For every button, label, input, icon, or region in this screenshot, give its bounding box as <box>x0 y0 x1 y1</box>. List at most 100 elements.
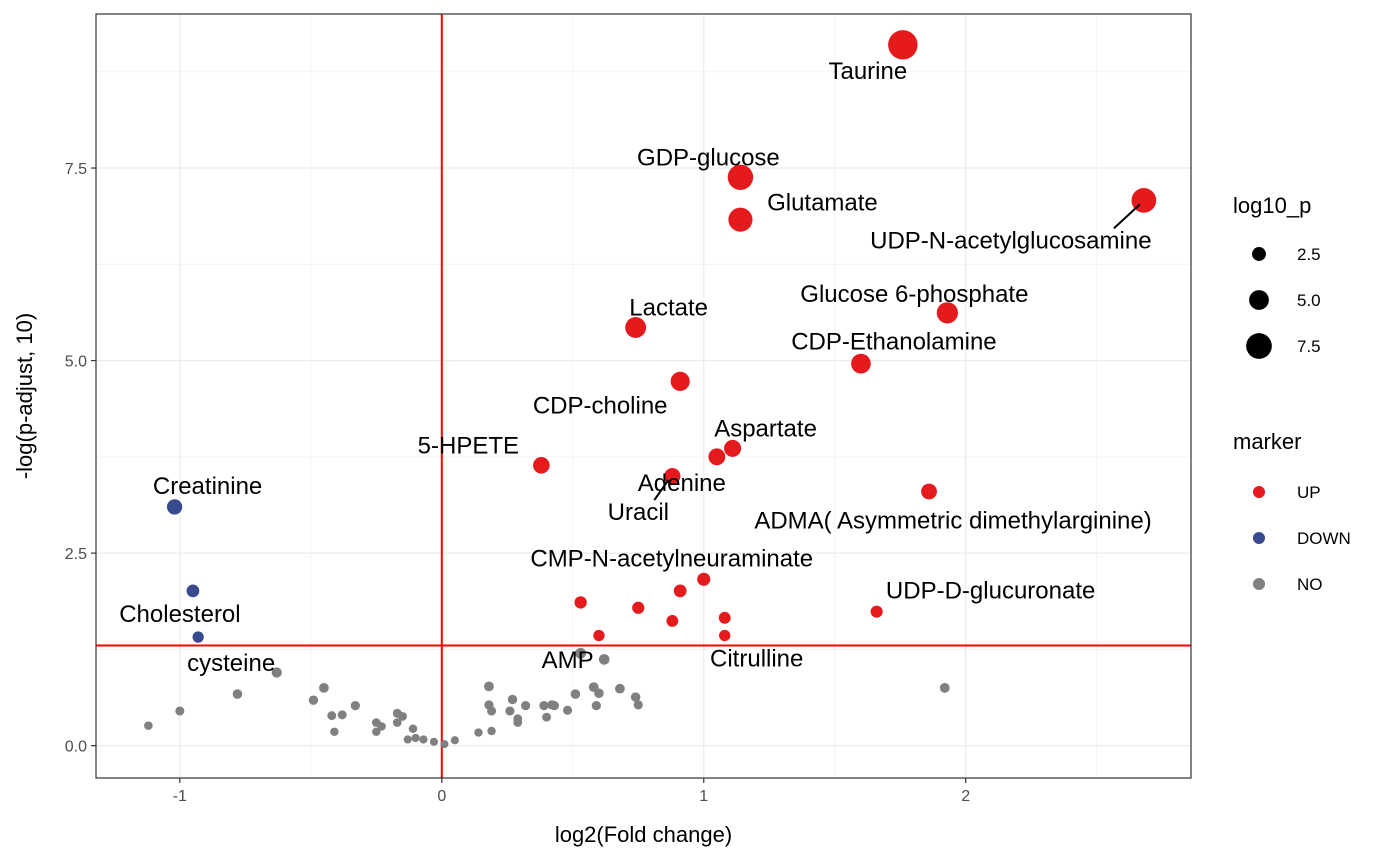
data-point-up <box>718 611 731 624</box>
data-point-no <box>330 727 339 737</box>
data-point-up <box>666 614 679 627</box>
label-leader-lines <box>653 203 1141 501</box>
data-point-up <box>888 30 918 60</box>
data-point-no <box>630 692 641 702</box>
data-point-up <box>719 629 731 642</box>
size-legend-title: log10_p <box>1233 193 1311 218</box>
panel-background <box>96 14 1191 778</box>
data-point-no <box>487 726 496 736</box>
data-point-no <box>271 667 282 678</box>
data-point-no <box>542 712 552 722</box>
panel-border <box>95 13 1192 779</box>
data-point-up <box>625 317 647 338</box>
data-point-up <box>936 302 959 324</box>
color-legend-key-no <box>1253 578 1265 590</box>
point-label: Creatinine <box>153 473 262 500</box>
data-point-no <box>598 654 610 665</box>
data-point-no <box>377 722 386 731</box>
data-point-no <box>411 733 420 743</box>
x-tick-label: 2 <box>961 788 970 805</box>
point-label: AMP <box>542 647 594 674</box>
data-point-no <box>521 700 531 711</box>
x-tick-label: 1 <box>699 788 708 805</box>
label-leader-line <box>653 479 670 501</box>
color-legend-label: DOWN <box>1297 529 1351 548</box>
data-point-no <box>507 694 518 705</box>
point-label: CMP-N-acetylneuraminate <box>530 545 813 572</box>
point-label: Citrulline <box>710 646 803 673</box>
label-leader-line <box>1113 203 1141 230</box>
data-point-no <box>513 718 523 727</box>
data-point-no <box>939 683 950 693</box>
data-point-no <box>594 688 604 699</box>
data-point-up <box>670 371 690 391</box>
data-points <box>144 30 1157 749</box>
data-point-no <box>562 705 573 715</box>
data-point-up <box>724 439 742 457</box>
data-point-down <box>186 584 200 598</box>
data-point-up <box>727 164 754 190</box>
size-legend-label: 7.5 <box>1297 337 1321 356</box>
data-point-no <box>450 736 459 745</box>
size-legend: log10_p 2.5 5.0 7.5 <box>1233 193 1321 359</box>
point-label: UDP-D-glucuronate <box>886 578 1095 605</box>
data-point-up <box>921 483 937 500</box>
point-label: 5-HPETE <box>418 432 519 459</box>
data-point-up <box>632 601 645 614</box>
point-label: Uracil <box>608 499 669 526</box>
y-tick-label: 7.5 <box>65 161 87 178</box>
point-label: CDP-Ethanolamine <box>791 329 996 356</box>
y-axis: 0.0 2.5 5.0 7.5 <box>65 161 96 756</box>
data-point-up <box>697 572 711 586</box>
y-tick-label: 0.0 <box>65 739 87 756</box>
point-label: Aspartate <box>714 415 817 442</box>
point-label: CDP-choline <box>533 392 668 419</box>
data-point-no <box>539 700 549 711</box>
color-legend-key-down <box>1253 532 1265 544</box>
point-label: ADMA( Asymmetric dimethylarginine) <box>754 508 1151 535</box>
point-label: Taurine <box>828 58 907 85</box>
size-legend-key <box>1249 290 1269 310</box>
data-point-no <box>419 735 428 744</box>
data-point-up <box>593 629 605 642</box>
data-point-no <box>350 700 360 711</box>
data-point-no <box>337 710 347 720</box>
data-point-up <box>574 596 587 609</box>
data-point-up <box>851 353 871 374</box>
data-point-up <box>533 457 550 474</box>
size-legend-key <box>1246 333 1272 359</box>
x-axis: -1 0 1 2 <box>173 778 970 805</box>
data-point-no <box>575 647 587 659</box>
y-tick-label: 2.5 <box>65 546 87 563</box>
data-point-up <box>673 584 687 598</box>
data-point-no <box>175 706 185 716</box>
data-point-no <box>591 700 601 711</box>
data-point-no <box>398 711 407 721</box>
data-point-no <box>615 683 625 694</box>
data-point-down <box>192 631 204 643</box>
data-point-no <box>327 711 337 721</box>
data-point-no <box>403 735 412 744</box>
size-legend-key <box>1252 247 1266 261</box>
data-point-no <box>429 737 438 746</box>
data-point-no <box>408 724 418 733</box>
y-axis-title: -log(p-adjust, 10) <box>12 313 37 479</box>
point-label: Glutamate <box>767 190 878 217</box>
data-point-no <box>633 700 643 710</box>
point-label: Adenine <box>638 470 726 497</box>
x-tick-label: 0 <box>437 788 446 805</box>
color-legend-title: marker <box>1233 429 1301 454</box>
major-grid <box>96 14 1191 778</box>
point-label: cysteine <box>187 650 275 677</box>
data-point-no <box>474 728 483 737</box>
size-legend-label: 5.0 <box>1297 291 1321 310</box>
point-label: Cholesterol <box>119 601 240 628</box>
plot-panel: Taurine GDP-glucose Glutamate UDP-N-acetylg… <box>95 13 1192 779</box>
data-point-no <box>487 706 497 716</box>
reference-lines <box>96 14 1191 778</box>
color-legend: marker UP DOWN NO <box>1233 429 1351 594</box>
data-point-up <box>870 605 883 618</box>
color-legend-key-up <box>1253 486 1265 498</box>
data-point-no <box>570 689 581 699</box>
